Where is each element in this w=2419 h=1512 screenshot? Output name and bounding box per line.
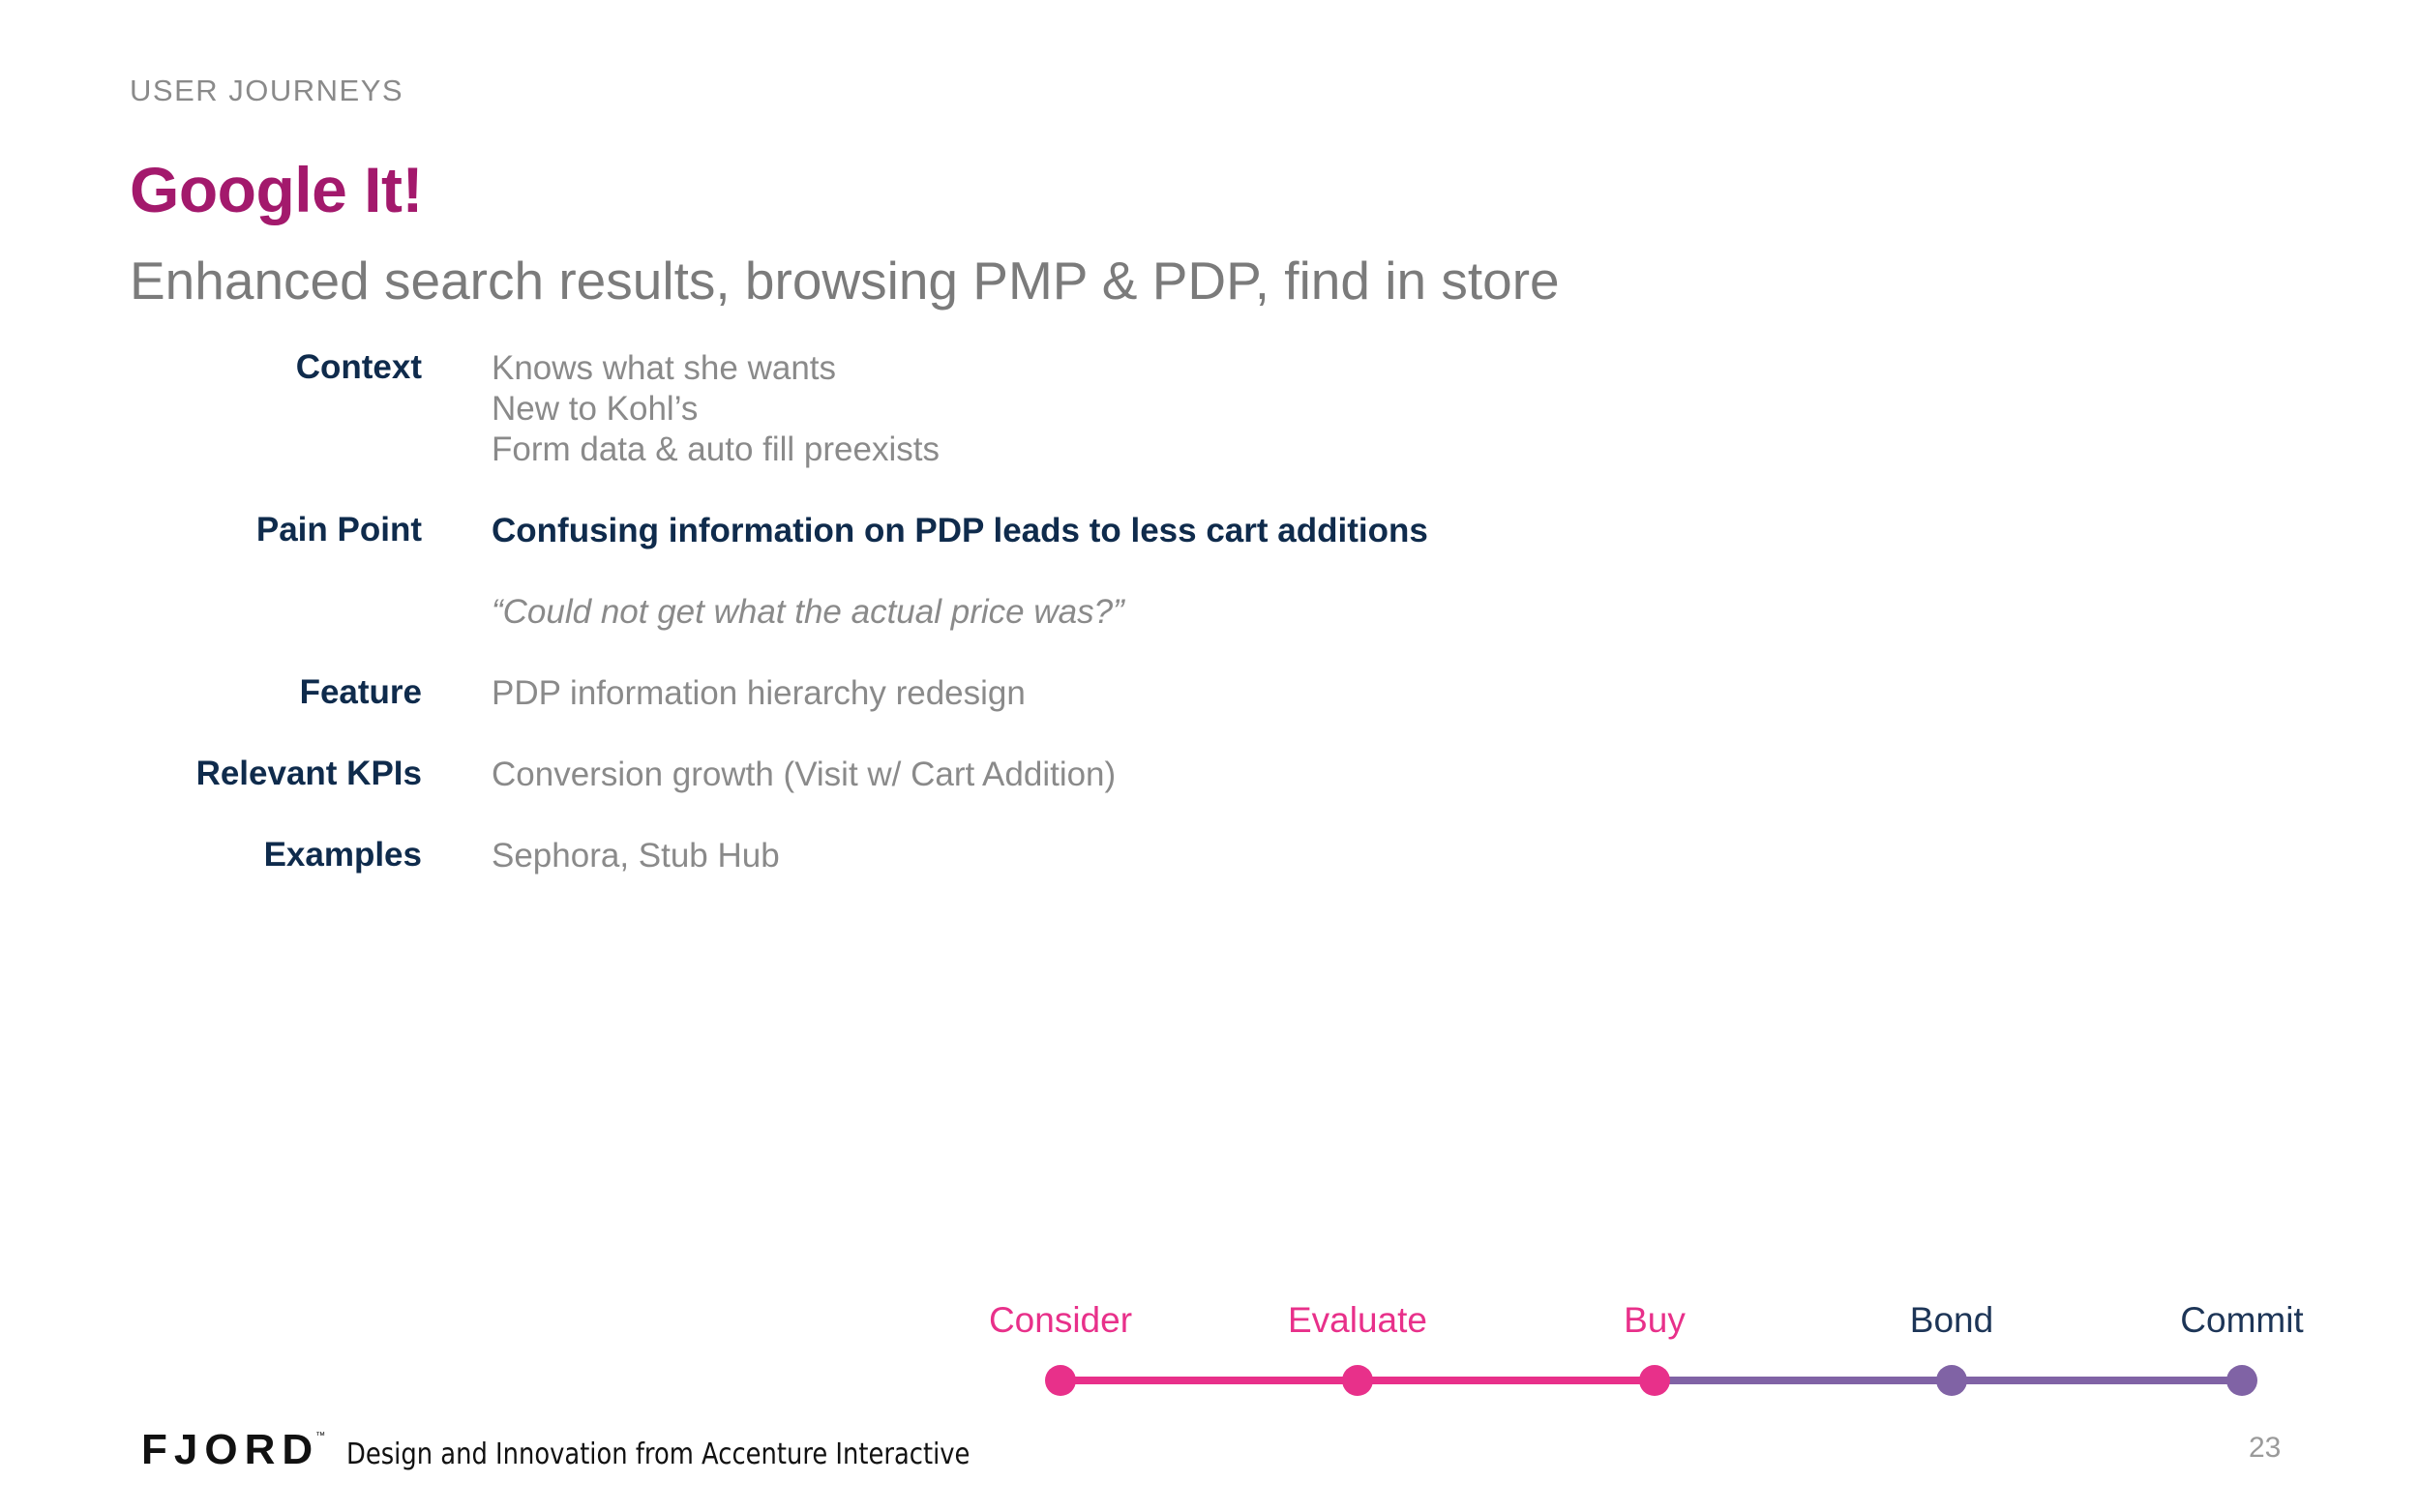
stage-dot-commit <box>2226 1365 2257 1396</box>
feature-value: PDP information hierarchy redesign <box>492 674 1026 712</box>
context-value: Knows what she wants <box>492 349 837 387</box>
pain-point-quote: “Could not get what the actual price was… <box>492 593 1124 631</box>
stage-label-bond: Bond <box>1909 1300 1994 1340</box>
context-values: Knows what she wants New to Kohl’s Form … <box>492 348 940 470</box>
logo-wordmark: FJORD <box>141 1426 320 1473</box>
logo-trademark: ™ <box>315 1431 326 1441</box>
pain-point-values: Confusing information on PDP leads to le… <box>492 511 1428 633</box>
page-subtitle: Enhanced search results, browsing PMP & … <box>130 251 1560 311</box>
stage-label-buy: Buy <box>1624 1300 1686 1340</box>
examples-value: Sephora, Stub Hub <box>492 837 780 875</box>
section-label: USER JOURNEYS <box>130 74 404 107</box>
context-label: Context <box>295 348 422 386</box>
fjord-logo: FJORD ™ Design and Innovation from Accen… <box>141 1426 1071 1474</box>
stage-label-evaluate: Evaluate <box>1288 1300 1427 1340</box>
footer-tagline: Design and Innovation from Accenture Int… <box>346 1438 971 1471</box>
pain-point-value: Confusing information on PDP leads to le… <box>492 512 1428 549</box>
timeline-segment <box>1655 1377 1952 1384</box>
feature-label: Feature <box>299 673 422 711</box>
context-value: New to Kohl’s <box>492 390 699 428</box>
feature-values: PDP information hierarchy redesign <box>492 673 1026 714</box>
stage-dot-evaluate <box>1342 1365 1373 1396</box>
page-title: Google It! <box>130 154 423 225</box>
timeline-segment <box>1952 1377 2242 1384</box>
timeline-segment <box>1358 1377 1655 1384</box>
stage-dot-consider <box>1045 1365 1076 1396</box>
examples-values: Sephora, Stub Hub <box>492 836 780 876</box>
timeline-segment <box>1060 1377 1358 1384</box>
stage-dot-buy <box>1639 1365 1670 1396</box>
context-value: Form data & auto fill preexists <box>492 430 940 468</box>
kpis-value: Conversion growth (Visit w/ Cart Additio… <box>492 756 1117 793</box>
stage-label-commit: Commit <box>2180 1300 2304 1340</box>
kpis-label: Relevant KPIs <box>195 755 422 792</box>
stage-dot-bond <box>1936 1365 1967 1396</box>
kpis-values: Conversion growth (Visit w/ Cart Additio… <box>492 755 1116 795</box>
pain-point-label: Pain Point <box>255 511 422 548</box>
page-number: 23 <box>2249 1432 2282 1464</box>
examples-label: Examples <box>263 836 422 874</box>
stage-label-consider: Consider <box>988 1300 1133 1340</box>
